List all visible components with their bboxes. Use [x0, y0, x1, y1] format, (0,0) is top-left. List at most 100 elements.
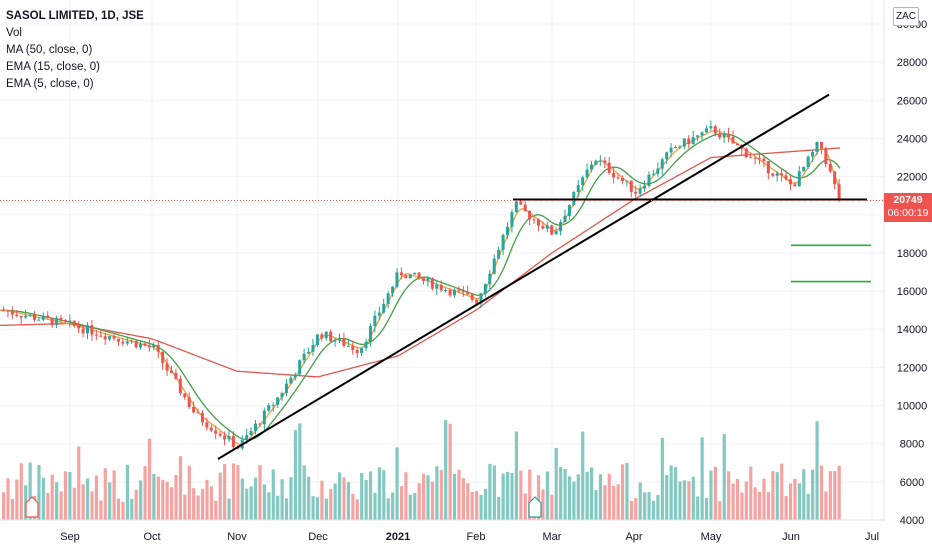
volume-bar [50, 474, 54, 520]
volume-bar [156, 476, 160, 520]
volume-bar [452, 473, 457, 520]
candle-body [788, 179, 792, 185]
candle-body [554, 231, 558, 235]
volume-bar [346, 482, 351, 520]
candle-body [744, 148, 748, 158]
volume-bar [143, 466, 147, 520]
candle-body [196, 412, 200, 414]
volume-bar [620, 464, 625, 520]
candle-body [545, 225, 549, 229]
volume-bar [461, 478, 465, 520]
candle-body [727, 133, 731, 138]
volume-bar [209, 486, 213, 520]
candle-body [704, 128, 708, 133]
candle-body [68, 320, 72, 322]
candle-body [417, 272, 421, 279]
candle-body [245, 435, 249, 440]
volume-bar [448, 423, 452, 520]
volume-bar [351, 493, 355, 520]
candle-body [550, 225, 554, 235]
volume-bar [320, 480, 324, 520]
y-tick-label: 22000 [897, 172, 928, 184]
volume-bar [444, 420, 448, 520]
candle-body [780, 173, 784, 176]
candle-body [289, 377, 293, 384]
volume-bar [99, 500, 103, 520]
volume-bar [735, 478, 740, 520]
x-tick-label: Sep [60, 531, 80, 543]
x-tick-label: Apr [625, 531, 642, 543]
volume-bar [506, 471, 510, 520]
volume-bar [240, 478, 244, 520]
candle-body [368, 326, 372, 342]
candle-body [223, 435, 227, 440]
volume-bar [780, 463, 784, 520]
volume-bar [315, 497, 320, 520]
volume-bar [338, 472, 342, 520]
currency-badge[interactable]: ZAC [893, 7, 919, 26]
volume-bar [289, 477, 293, 520]
volume-bar [475, 490, 479, 520]
x-tick-label: Jun [782, 531, 800, 543]
candle-body [709, 126, 713, 129]
volume-bar [753, 487, 757, 520]
candlesticks [2, 120, 841, 452]
candle-body [828, 164, 832, 172]
volume-bar [10, 498, 15, 520]
candle-body [112, 336, 116, 339]
volume-bar [72, 487, 76, 520]
candle-body [15, 314, 19, 317]
volume-bar [125, 464, 129, 520]
y-tick-label: 16000 [897, 286, 928, 298]
volume-bar [108, 482, 112, 520]
volume-bar [112, 470, 116, 520]
y-tick-label: 24000 [897, 133, 928, 145]
indicator-vol[interactable]: Vol [6, 27, 22, 39]
x-tick-label: Dec [308, 531, 328, 543]
candle-body [811, 151, 815, 157]
candle-body [262, 410, 266, 425]
last-price-value: 20749 [893, 194, 923, 206]
candle-body [506, 226, 509, 235]
grid-lines [0, 0, 884, 521]
candle-body [607, 162, 611, 173]
volume-bar [404, 472, 408, 520]
candle-body [656, 168, 660, 174]
symbol-title[interactable]: SASOL LIMITED, 1D, JSE [6, 10, 144, 22]
last-price-tag: 20749 06:00:19 [884, 193, 932, 222]
y-tick-label: 26000 [897, 95, 928, 107]
volume-bar [426, 475, 430, 520]
volume-bar [457, 469, 461, 520]
volume-bar [258, 465, 262, 520]
candle-body [510, 212, 514, 227]
volume-bar [819, 465, 824, 520]
volume-bar [581, 431, 585, 520]
candle-body [338, 337, 341, 341]
volume-bar [651, 500, 656, 520]
volume-bar [103, 468, 107, 520]
volume-bar [727, 471, 731, 520]
volume-bar [740, 492, 744, 520]
candle-body [284, 383, 288, 394]
candle-body [559, 222, 563, 232]
candle-body [528, 210, 532, 220]
indicator-ma50[interactable]: MA (50, close, 0) [6, 44, 93, 56]
volume-bar [284, 498, 289, 520]
volume-bar [665, 475, 669, 520]
volume-bar [704, 497, 709, 520]
volume-bar [576, 474, 580, 520]
volume-bar [192, 488, 196, 520]
indicator-ema15[interactable]: EMA (15, close, 0) [6, 61, 100, 73]
candle-body [590, 164, 593, 170]
candle-body [373, 315, 377, 327]
candle-body [355, 349, 359, 354]
candle-body [382, 303, 386, 313]
volume-bar [824, 491, 828, 520]
volume-bar [187, 465, 191, 520]
volume-bar [368, 471, 373, 520]
indicator-ema5[interactable]: EMA (5, close, 0) [6, 78, 94, 90]
candle-body [674, 147, 677, 149]
volume-bar [696, 496, 700, 520]
volume-bar [731, 483, 735, 520]
